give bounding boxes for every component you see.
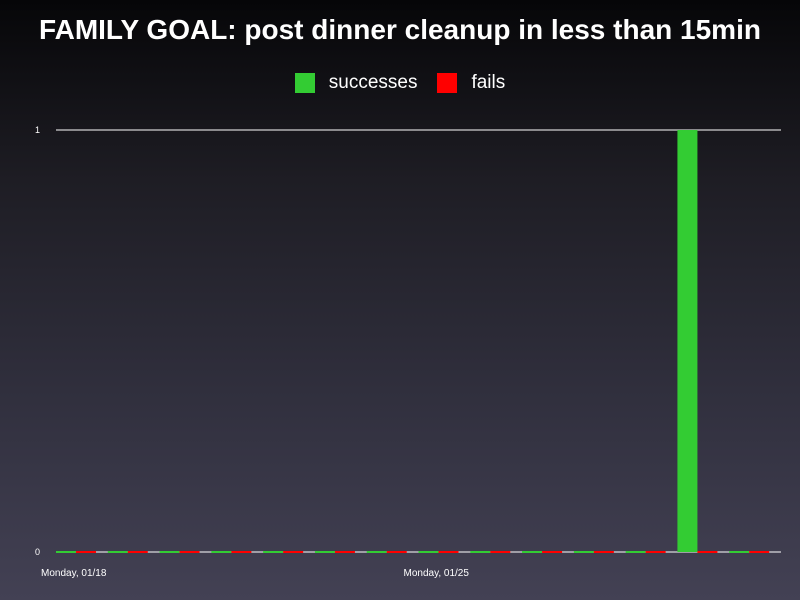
bar-fails-3	[231, 551, 252, 553]
legend-swatch-successes	[294, 73, 315, 93]
bar-successes-11	[625, 551, 646, 553]
legend-item-fails[interactable]: fails	[437, 72, 505, 94]
bar-successes-2	[159, 551, 180, 553]
bar-successes-13	[729, 551, 750, 553]
legend-label-fails: fails	[471, 72, 506, 93]
legend-swatch-fails	[437, 73, 458, 93]
bar-successes-3	[211, 551, 232, 553]
bar-fails-13	[749, 551, 770, 553]
bar-fails-8	[490, 551, 511, 553]
bar-fails-1	[127, 551, 148, 553]
bar-successes-6	[366, 551, 387, 553]
bar-fails-2	[179, 551, 200, 553]
bar-successes-12	[677, 130, 698, 552]
bar-fails-11	[645, 551, 666, 553]
bar-fails-6	[386, 551, 407, 553]
bar-successes-4	[263, 551, 284, 553]
bar-successes-10	[573, 551, 594, 553]
bar-successes-0	[56, 551, 76, 553]
bar-fails-0	[76, 551, 96, 553]
bar-fails-10	[593, 551, 614, 553]
bar-fails-9	[542, 551, 563, 553]
legend-label-successes: successes	[328, 72, 418, 93]
bar-fails-5	[334, 551, 355, 553]
y-tick-label-0: 0	[35, 547, 40, 557]
x-tick-label-1: Monday, 01/25	[404, 568, 470, 579]
chart-title: FAMILY GOAL: post dinner cleanup in less…	[39, 14, 761, 45]
legend: successes fails	[0, 72, 800, 94]
legend-item-successes[interactable]: successes	[294, 72, 418, 94]
bar-successes-7	[418, 551, 439, 553]
bar-successes-5	[314, 551, 335, 553]
bar-successes-9	[522, 551, 543, 553]
bar-successes-1	[107, 551, 128, 553]
bar-successes-8	[470, 551, 491, 553]
bar-fails-4	[283, 551, 304, 553]
bar-fails-7	[438, 551, 459, 553]
bar-fails-12	[697, 551, 718, 553]
y-tick-label-1: 1	[35, 125, 40, 135]
x-tick-label-0: Monday, 01/18	[41, 568, 107, 579]
